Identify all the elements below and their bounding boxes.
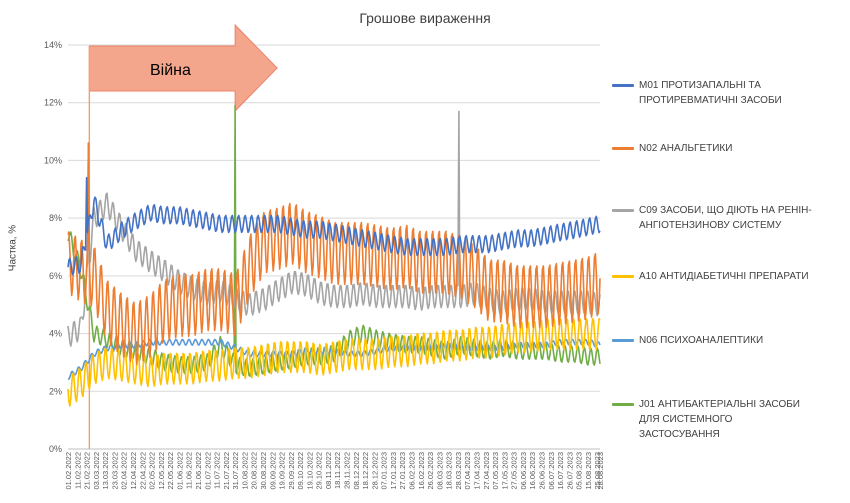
x-tick-label: 27.05.2023 [510,452,519,490]
legend-item-j01: J01 Антибактеріальні засоби для системно… [612,397,814,442]
x-tick-label: 28.11.2022 [343,452,352,489]
x-tick-label: 22.05.2022 [166,452,175,490]
y-tick-label: 4% [49,329,62,339]
legend-swatch-m01 [612,84,634,87]
legend-swatch-n06 [612,339,634,342]
legend-label-m01: M01 Протизапальні та протиревматичні зас… [639,80,782,106]
x-tick-label: 18.11.2022 [333,452,342,489]
x-tick-label: 26.07.2023 [565,452,574,490]
x-tick-label: 17.01.2023 [389,452,398,490]
legend-label-n06: N06 Психоаналептики [639,335,764,346]
x-tick-label: 08.03.2023 [435,452,444,490]
x-tick-label: 15.08.2023 [584,452,593,490]
x-tick-label: 20.08.2022 [250,452,259,490]
x-tick-label: 25.08.2023 [593,452,602,490]
legend-item-a10: A10 Антидіабетичні препарати [612,269,814,284]
x-tick-label: 18.12.2022 [361,452,370,490]
x-tick-label: 06.07.2023 [547,452,556,490]
x-tick-label: 16.02.2023 [417,452,426,490]
x-tick-label: 11.06.2022 [185,452,194,489]
x-tick-labels: 01.02.2022 11.02.2022 21.02.2022 03.03.2022… [64,452,605,490]
x-tick-label: 27.04.2023 [482,452,491,490]
legend-label-n02: N02 Анальгетики [639,143,733,154]
x-tick-label: 02.05.2022 [148,452,157,490]
x-tick-label: 11.07.2022 [213,452,222,489]
legend-item-m01: M01 Протизапальні та протиревматичні зас… [612,78,814,108]
x-tick-label: 07.05.2023 [491,452,500,490]
legend-swatch-j01 [612,403,634,406]
x-tick-label: 09.10.2022 [296,452,305,490]
x-tick-label: 19.10.2022 [305,452,314,490]
war-arrow [88,23,278,113]
x-tick-label: 28.03.2023 [454,452,463,490]
series-line-c09 [67,110,601,347]
x-tick-label: 31.07.2022 [231,452,240,490]
series-lines [67,104,601,407]
y-tick-label: 6% [49,271,62,281]
x-tick-label: 28.08.2023 [596,452,605,490]
y-tick-label: 2% [49,386,62,396]
x-tick-label: 26.06.2023 [538,452,547,490]
x-tick-label: 12.05.2022 [157,452,166,490]
x-tick-label: 02.04.2022 [120,452,129,490]
x-tick-label: 27.01.2023 [398,452,407,490]
x-tick-label: 01.06.2022 [175,452,184,490]
legend-swatch-n02 [612,147,634,150]
x-tick-label: 16.06.2023 [528,452,537,490]
x-tick-label: 19.09.2022 [278,452,287,490]
x-tick-label: 05.08.2023 [575,452,584,490]
y-tick-label: 12% [44,98,62,108]
x-tick-label: 22.04.2022 [138,452,147,490]
legend-item-c09: C09 Засоби, що діють на ренін-ангіотензи… [612,203,814,233]
x-tick-label: 23.03.2022 [110,452,119,490]
y-tick-label: 8% [49,213,62,223]
legend: M01 Протизапальні та протиревматичні зас… [612,0,847,503]
x-tick-label: 16.07.2023 [556,452,565,490]
x-tick-label: 17.04.2023 [473,452,482,490]
x-tick-label: 28.12.2022 [370,452,379,490]
x-tick-label: 07.04.2023 [463,452,472,490]
legend-swatch-a10 [612,275,634,278]
x-tick-label: 21.02.2022 [83,452,92,490]
x-tick-label: 17.05.2023 [500,452,509,490]
x-tick-label: 08.12.2022 [352,452,361,490]
legend-label-j01: J01 Антибактеріальні засоби для системно… [639,399,800,440]
x-tick-label: 12.04.2022 [129,452,138,490]
x-tick-label: 06.02.2023 [408,452,417,490]
legend-label-c09: C09 Засоби, що діють на ренін-ангіотензи… [639,205,812,231]
x-tick-label: 07.01.2023 [380,452,389,490]
legend-item-n06: N06 Психоаналептики [612,333,814,348]
x-tick-label: 21.07.2022 [222,452,231,490]
y-tick-label: 0% [49,444,62,454]
chart-title: Грошове вираження [359,10,491,26]
x-tick-label: 01.07.2022 [203,452,212,490]
x-tick-label: 29.09.2022 [287,452,296,490]
x-tick-label: 11.02.2022 [73,452,82,489]
war-arrow-label: Війна [150,62,191,79]
series-line-a10 [67,317,601,407]
legend-label-a10: A10 Антидіабетичні препарати [639,271,809,282]
y-tick-label: 14% [44,40,62,50]
x-tick-label: 18.03.2023 [445,452,454,490]
y-tick-labels: 0% 2% 4% 6% 8% 10% 12% 14% [44,40,62,454]
x-tick-label: 08.11.2022 [324,452,333,489]
series-line-m01 [67,176,601,276]
x-tick-label: 13.03.2022 [101,452,110,490]
x-tick-label: 06.06.2023 [519,452,528,490]
legend-item-n02: N02 Анальгетики [612,141,814,156]
x-tick-label: 26.02.2023 [426,452,435,490]
x-tick-label: 09.09.2022 [268,452,277,490]
x-tick-label: 30.08.2022 [259,452,268,490]
x-tick-label: 29.10.2022 [315,452,324,490]
y-tick-label: 10% [44,155,62,165]
x-tick-label: 21.06.2022 [194,452,203,490]
x-tick-label: 10.08.2022 [240,452,249,490]
x-tick-label: 01.02.2022 [64,452,73,490]
legend-swatch-c09 [612,209,634,212]
x-tick-label: 03.03.2022 [92,452,101,490]
